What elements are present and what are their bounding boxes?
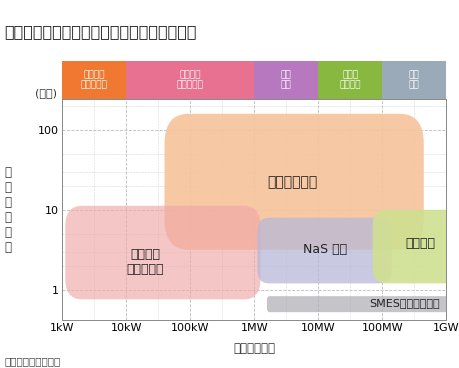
Text: リチウム
イオン電池: リチウム イオン電池 [126,248,164,276]
Text: 資料：株式会社東芝: 資料：株式会社東芝 [5,356,61,366]
FancyBboxPatch shape [65,206,260,299]
FancyBboxPatch shape [266,296,459,312]
FancyBboxPatch shape [257,218,391,283]
Text: (時間): (時間) [35,88,57,98]
Text: 住宅屋根
太陽光発電: 住宅屋根 太陽光発電 [80,70,107,90]
Text: 大規模
風力発電: 大規模 風力発電 [339,70,360,90]
Text: 出
力
持
続
時
間: 出 力 持 続 時 間 [5,166,12,254]
Text: 各種電力貯蔵システムの出力容量と蓄電時間: 各種電力貯蔵システムの出力容量と蓄電時間 [5,24,196,39]
Text: ビル屋上
太陽光発電: ビル屋上 太陽光発電 [176,70,203,90]
Text: 水素電力貯蔵: 水素電力貯蔵 [267,175,317,189]
Text: SMES（瞬停補償）: SMES（瞬停補償） [369,298,439,308]
FancyBboxPatch shape [164,114,423,250]
FancyBboxPatch shape [372,210,459,283]
Text: 揚水発電: 揚水発電 [405,237,435,250]
X-axis label: システム出力: システム出力 [233,342,274,355]
Text: 風力
発電: 風力 発電 [280,70,291,90]
Text: 夜間
電力: 夜間 電力 [408,70,419,90]
Text: NaS 電池: NaS 電池 [302,243,346,256]
